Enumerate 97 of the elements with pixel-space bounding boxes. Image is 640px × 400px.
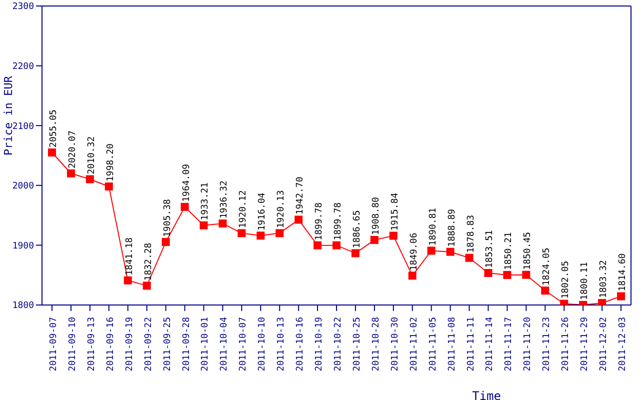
- point: [522, 270, 530, 279]
- data-label: 2055.05: [49, 110, 59, 148]
- data-label: 1964.09: [182, 164, 192, 202]
- data-label: 1908.80: [371, 197, 382, 235]
- x-tick-label: 2011-11-29: [580, 317, 590, 372]
- x-tick-label: 2011-12-03: [618, 317, 628, 372]
- data-label: 1888.89: [447, 208, 458, 247]
- data-label: 1905.38: [162, 199, 173, 237]
- point: [66, 169, 75, 178]
- point: [503, 270, 512, 279]
- x-tick-label: 2011-10-16: [296, 317, 306, 372]
- x-tick-label: 2011-09-28: [182, 317, 192, 372]
- x-tick-label: 2011-11-02: [409, 317, 420, 372]
- data-label: 1890.81: [428, 208, 438, 246]
- data-label: 1936.32: [220, 180, 230, 218]
- data-label: 2020.07: [68, 130, 78, 168]
- point: [427, 246, 436, 255]
- x-tick-label: 2011-10-19: [314, 317, 325, 372]
- data-label: 1853.51: [485, 230, 496, 268]
- y-tick-label: 1800: [12, 301, 34, 312]
- x-tick-label: 2011-11-14: [485, 317, 496, 372]
- x-tick-label: 2011-11-26: [561, 317, 572, 372]
- point: [218, 219, 227, 228]
- x-tick-label: 2011-09-07: [49, 317, 59, 372]
- point: [48, 148, 56, 156]
- x-tick-label: 2011-10-01: [200, 317, 211, 372]
- x-tick-label: 2011-10-28: [371, 317, 382, 372]
- data-label: 1920.12: [238, 190, 249, 228]
- x-tick-label: 2011-11-11: [466, 317, 476, 372]
- data-label: 1916.04: [258, 192, 268, 231]
- x-tick-label: 2011-09-25: [162, 317, 173, 372]
- data-label: 1803.32: [599, 260, 610, 298]
- data-label: 1814.60: [618, 253, 628, 292]
- data-label: 1878.83: [466, 214, 476, 253]
- x-tick-label: 2011-11-05: [428, 317, 438, 372]
- point: [86, 175, 94, 184]
- y-tick-label: 2300: [12, 2, 34, 12]
- point: [104, 182, 113, 190]
- y-tick-label: 2000: [12, 182, 34, 192]
- point: [162, 238, 170, 246]
- point: [332, 241, 340, 250]
- data-label: 1849.06: [409, 232, 420, 271]
- x-tick-label: 2011-09-22: [144, 317, 154, 372]
- x-axis-title: Time: [472, 389, 501, 400]
- x-tick-label: 2011-09-10: [68, 317, 78, 372]
- x-tick-label: 2011-10-25: [352, 317, 362, 372]
- data-label: 1886.65: [352, 210, 362, 248]
- data-label: 1933.21: [200, 182, 211, 220]
- point: [180, 202, 189, 211]
- point: [314, 241, 322, 250]
- y-tick-label: 2100: [12, 122, 34, 132]
- point: [617, 292, 625, 300]
- data-label: 1915.84: [390, 192, 400, 231]
- x-tick-label: 2011-10-10: [258, 317, 268, 372]
- point: [408, 272, 416, 280]
- data-label: 1899.78: [334, 202, 344, 240]
- data-label: 1998.20: [106, 144, 116, 182]
- x-tick-label: 2011-11-23: [542, 317, 552, 372]
- x-tick-label: 2011-09-19: [124, 317, 135, 372]
- x-tick-label: 2011-11-08: [447, 317, 458, 372]
- data-label: 2010.32: [86, 136, 97, 174]
- x-tick-label: 2011-12-02: [599, 317, 610, 372]
- point: [294, 216, 303, 224]
- x-tick-label: 2011-10-04: [220, 317, 230, 372]
- x-tick-label: 2011-10-30: [390, 317, 400, 372]
- data-label: 1899.78: [314, 202, 325, 240]
- point: [200, 221, 208, 230]
- data-label: 1824.05: [542, 248, 552, 286]
- point: [276, 229, 284, 238]
- data-label: 1802.05: [561, 260, 572, 299]
- x-tick-label: 2011-11-17: [504, 317, 514, 372]
- point: [351, 249, 360, 258]
- x-tick-label: 2011-11-20: [523, 317, 534, 372]
- point: [446, 248, 454, 256]
- x-tick-label: 2011-09-13: [86, 317, 97, 372]
- x-tick-label: 2011-10-22: [334, 317, 344, 372]
- data-label: 1850.45: [523, 232, 534, 270]
- point: [238, 229, 246, 238]
- data-label: 1850.21: [504, 232, 514, 270]
- point: [142, 282, 151, 290]
- y-tick-label: 2200: [12, 62, 34, 72]
- data-label: 1942.70: [296, 176, 306, 215]
- data-label: 1841.18: [124, 237, 135, 276]
- point: [465, 254, 474, 262]
- point: [541, 286, 550, 295]
- data-label: 1800.11: [580, 262, 590, 300]
- y-tick-label: 1900: [12, 241, 34, 252]
- x-tick-label: 2011-10-13: [276, 317, 287, 372]
- data-label: 1920.13: [276, 190, 287, 228]
- point: [256, 232, 265, 240]
- data-label: 1832.28: [144, 242, 154, 281]
- point: [370, 236, 378, 244]
- x-tick-label: 2011-09-16: [106, 317, 116, 372]
- point: [124, 276, 132, 284]
- point: [484, 269, 492, 277]
- point: [389, 232, 398, 240]
- x-tick-label: 2011-10-07: [238, 317, 249, 372]
